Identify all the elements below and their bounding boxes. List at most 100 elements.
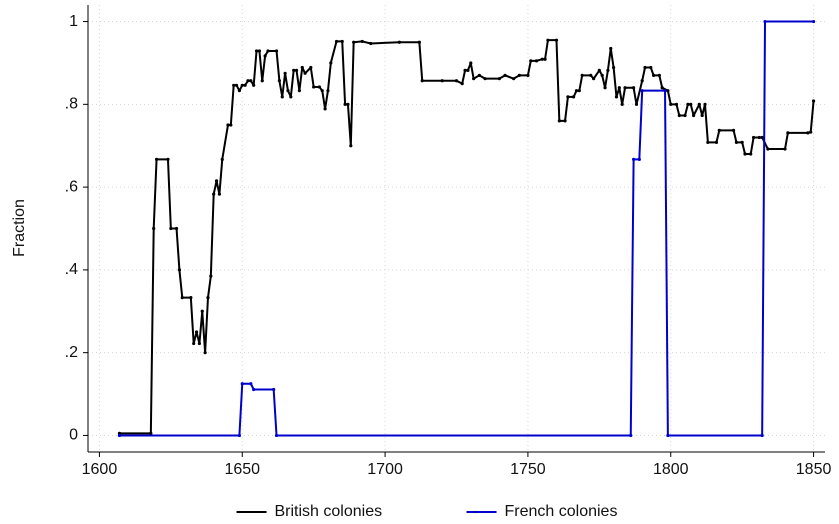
x-tick-label: 1650 bbox=[224, 461, 260, 478]
point bbox=[217, 192, 222, 196]
point bbox=[249, 79, 253, 83]
point bbox=[149, 431, 153, 435]
point bbox=[731, 128, 736, 133]
point bbox=[811, 19, 816, 24]
point bbox=[700, 113, 704, 118]
point bbox=[203, 351, 207, 355]
point bbox=[292, 68, 296, 72]
point bbox=[503, 73, 507, 77]
series-line bbox=[119, 39, 815, 435]
point bbox=[760, 135, 764, 140]
point bbox=[666, 89, 670, 93]
y-tick-label: .4 bbox=[65, 261, 78, 278]
point bbox=[592, 77, 596, 81]
point bbox=[266, 49, 270, 53]
point bbox=[809, 130, 813, 134]
point bbox=[477, 73, 481, 77]
point bbox=[277, 79, 281, 83]
point bbox=[640, 79, 644, 83]
point bbox=[609, 46, 613, 51]
point bbox=[283, 71, 287, 75]
point bbox=[717, 128, 721, 133]
point bbox=[360, 39, 364, 44]
point bbox=[174, 226, 179, 231]
point bbox=[209, 274, 213, 278]
point bbox=[643, 65, 647, 70]
x-tick-label: 1600 bbox=[82, 461, 118, 478]
x-tick-label: 1700 bbox=[367, 461, 403, 478]
point bbox=[600, 73, 604, 77]
point bbox=[232, 83, 236, 87]
point bbox=[280, 95, 284, 99]
point bbox=[529, 59, 533, 63]
point bbox=[417, 40, 421, 44]
point bbox=[463, 68, 467, 72]
point bbox=[669, 102, 673, 106]
point bbox=[397, 40, 401, 44]
point bbox=[617, 86, 621, 90]
point bbox=[751, 135, 756, 140]
point bbox=[194, 330, 199, 334]
x-tick-label: 1800 bbox=[653, 461, 689, 478]
point bbox=[240, 382, 244, 386]
point bbox=[294, 68, 299, 72]
point bbox=[317, 85, 321, 89]
point bbox=[154, 157, 159, 161]
point bbox=[334, 39, 339, 44]
point bbox=[177, 268, 182, 272]
point bbox=[286, 89, 290, 93]
point bbox=[312, 85, 316, 89]
point bbox=[240, 83, 244, 87]
point bbox=[497, 77, 501, 81]
point bbox=[620, 102, 624, 106]
point bbox=[343, 102, 347, 106]
point bbox=[760, 433, 764, 438]
point bbox=[440, 79, 444, 83]
point bbox=[300, 65, 304, 70]
point bbox=[466, 68, 470, 72]
point bbox=[554, 38, 559, 42]
point bbox=[629, 433, 633, 438]
point bbox=[352, 40, 356, 44]
point bbox=[297, 89, 301, 93]
legend-label: British colonies bbox=[275, 503, 383, 520]
point bbox=[180, 296, 184, 300]
point bbox=[234, 83, 239, 87]
point bbox=[572, 95, 576, 99]
x-tick-label: 1750 bbox=[510, 461, 546, 478]
point bbox=[226, 123, 230, 127]
point bbox=[706, 140, 710, 145]
point bbox=[740, 140, 744, 145]
point bbox=[689, 102, 693, 106]
point bbox=[783, 147, 787, 151]
point bbox=[229, 123, 233, 127]
point bbox=[577, 89, 581, 93]
point bbox=[632, 157, 636, 161]
point bbox=[580, 73, 584, 77]
point bbox=[632, 86, 636, 90]
point bbox=[660, 86, 664, 90]
point bbox=[606, 68, 610, 72]
point bbox=[192, 341, 196, 346]
y-axis-label: Fraction bbox=[11, 199, 28, 257]
point bbox=[469, 61, 473, 65]
point bbox=[274, 49, 279, 53]
point bbox=[623, 86, 627, 90]
point bbox=[614, 95, 619, 99]
point bbox=[200, 309, 204, 313]
point bbox=[589, 73, 593, 77]
x-tick-label: 1850 bbox=[796, 461, 832, 478]
point bbox=[674, 102, 679, 106]
point bbox=[786, 131, 790, 135]
point bbox=[703, 102, 707, 106]
point bbox=[252, 83, 256, 87]
point bbox=[652, 73, 656, 77]
point bbox=[526, 73, 530, 77]
point bbox=[557, 119, 561, 123]
point bbox=[257, 49, 261, 53]
point bbox=[603, 86, 607, 90]
point bbox=[237, 433, 241, 438]
point bbox=[263, 54, 267, 58]
point bbox=[540, 57, 544, 61]
y-tick-label: .8 bbox=[65, 96, 78, 113]
